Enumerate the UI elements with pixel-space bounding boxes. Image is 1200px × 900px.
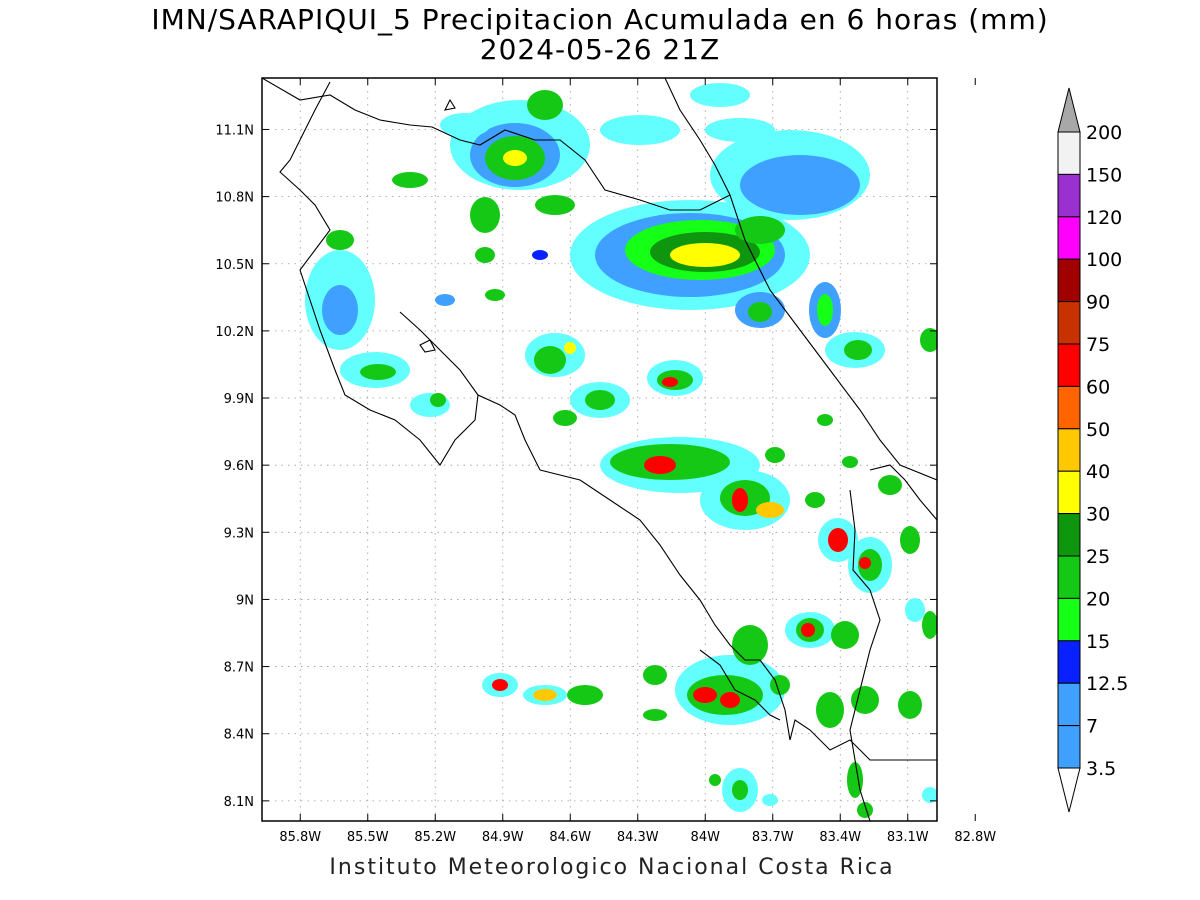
nicoya-islet <box>419 339 436 353</box>
lon-tick-label: 85.2W <box>414 830 456 845</box>
pacific-south-coast <box>539 469 937 761</box>
colorbar-label: 75 <box>1086 334 1110 356</box>
colorbar-segment <box>1057 725 1081 769</box>
lat-tick-label: 8.7N <box>224 661 254 676</box>
colorbar-label: 7 <box>1086 716 1098 738</box>
lon-tick-label: 84W <box>691 830 721 845</box>
colorbar-segment <box>1057 470 1081 515</box>
colorbar-bottom-cap <box>1057 767 1081 813</box>
map-timestamp: 2024-05-26 21Z <box>479 33 721 66</box>
lon-tick-label: 85.8W <box>279 830 321 845</box>
pacific-north-coast <box>279 81 479 466</box>
colorbar-segment <box>1057 216 1081 260</box>
rain-area-central <box>525 333 703 426</box>
lat-tick-label: 10.2N <box>215 325 254 340</box>
colorbar-label: 30 <box>1086 504 1110 526</box>
colorbar-label: 50 <box>1086 419 1110 441</box>
lat-tick-label: 9.9N <box>224 392 254 407</box>
lat-tick-label: 11.1N <box>215 123 254 138</box>
caribbean-coast <box>664 78 937 481</box>
colorbar-segment <box>1057 640 1081 684</box>
colorbar-segment <box>1057 301 1081 345</box>
colorbar-segment <box>1057 343 1081 387</box>
lon-tick-label: 84.3W <box>617 830 659 845</box>
small-island <box>444 98 456 111</box>
lat-tick-label: 8.4N <box>224 728 254 743</box>
colorbar-segment <box>1057 555 1081 599</box>
rain-area-south <box>482 598 937 818</box>
lon-tick-label: 83.7W <box>752 830 794 845</box>
rain-area-north <box>570 83 937 368</box>
bocas-coast <box>869 464 937 521</box>
lat-tick-label: 10.8N <box>215 191 254 206</box>
colorbar-label: 120 <box>1086 207 1122 229</box>
lon-tick-label: 83.4W <box>819 830 861 845</box>
lat-tick-label: 9.6N <box>224 459 254 474</box>
lon-tick-label: 84.6W <box>549 830 591 845</box>
lon-tick-label: 85.5W <box>347 830 389 845</box>
nicoya-gulf <box>399 311 541 471</box>
colorbar-label: 60 <box>1086 376 1110 398</box>
lon-tick-label: 83.1W <box>887 830 929 845</box>
colorbar-label: 3.5 <box>1086 758 1116 780</box>
colorbar-segment <box>1057 385 1081 430</box>
map-title: IMN/SARAPIQUI_5 Precipitacion Acumulada … <box>151 3 1049 36</box>
footer-credit: Instituto Meteorologico Nacional Costa R… <box>329 855 895 880</box>
nicaragua-border <box>431 126 731 211</box>
colorbar-label: 20 <box>1086 588 1110 610</box>
lon-tick-label: 84.9W <box>482 830 524 845</box>
colorbar-label: 100 <box>1086 249 1122 271</box>
axis-ticks: 85.8W 85.5W 85.2W 84.9W 84.6W 84.3W 84W 83.7W 83… <box>215 78 996 845</box>
lat-tick-label: 10.5N <box>215 258 254 273</box>
precipitation-field <box>305 83 937 818</box>
lake-shore <box>262 78 433 128</box>
colorbar-segment <box>1057 597 1081 642</box>
lat-tick-label: 9.3N <box>224 526 254 541</box>
rain-area-guanacaste <box>305 230 450 417</box>
rain-area-northwest <box>392 90 590 306</box>
lat-tick-label: 8.1N <box>224 795 254 810</box>
osa-peninsula <box>699 649 781 721</box>
colorbar-label: 40 <box>1086 461 1110 483</box>
map-frame <box>261 77 938 822</box>
colorbar-segment <box>1057 513 1081 557</box>
colorbar-segment <box>1057 428 1081 472</box>
colorbar-label: 25 <box>1086 546 1110 568</box>
rain-area-talamanca <box>600 414 920 593</box>
colorbar-segment <box>1057 258 1081 303</box>
colorbar-label: 15 <box>1086 631 1110 653</box>
colorbar-segment <box>1057 682 1081 727</box>
colorbar-label: 12.5 <box>1086 673 1128 695</box>
lon-tick-label: 82.8W <box>954 830 996 845</box>
panama-border <box>849 489 881 821</box>
colorbar-label: 90 <box>1086 292 1110 314</box>
colorbar-segment <box>1057 131 1081 175</box>
coastlines-and-borders <box>262 78 937 821</box>
colorbar-top-cap <box>1057 87 1081 133</box>
colorbar-label: 200 <box>1086 122 1122 144</box>
colorbar-segment <box>1057 173 1081 218</box>
colorbar-legend: 200 150 120 100 90 75 60 50 40 30 25 20 15 12.5 7 3.5 <box>1057 87 1128 813</box>
colorbar-label: 150 <box>1086 164 1122 186</box>
lat-tick-label: 9N <box>236 593 254 608</box>
